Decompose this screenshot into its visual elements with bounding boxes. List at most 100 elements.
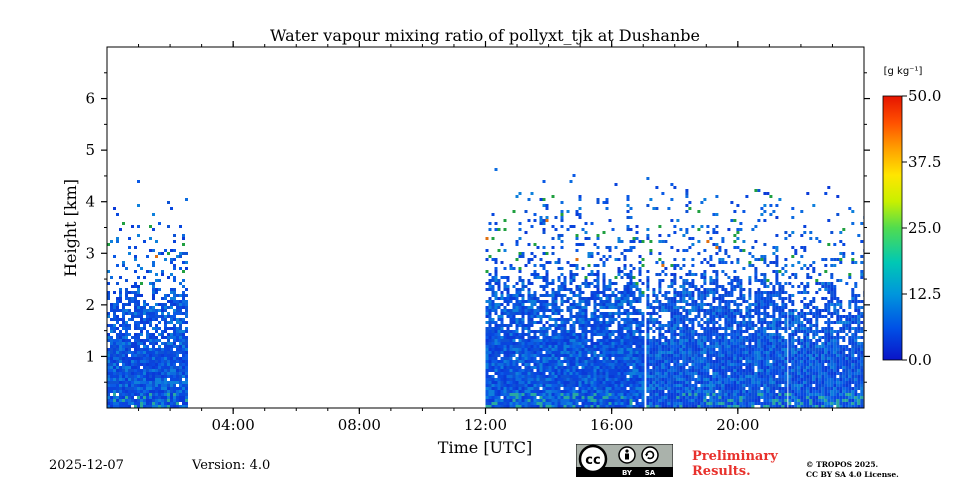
heatmap-cell bbox=[670, 348, 674, 351]
heatmap-cell bbox=[703, 279, 707, 282]
heatmap-cell bbox=[128, 348, 131, 351]
heatmap-cell bbox=[149, 321, 152, 324]
heatmap-cell bbox=[679, 387, 683, 390]
heatmap-cell bbox=[772, 288, 776, 291]
heatmap-cell bbox=[536, 297, 540, 300]
heatmap-cell bbox=[641, 372, 645, 375]
heatmap-cell bbox=[575, 378, 579, 381]
heatmap-cell bbox=[158, 351, 161, 354]
heatmap-cell bbox=[775, 204, 779, 207]
heatmap-cell bbox=[581, 339, 585, 342]
heatmap-cell bbox=[560, 336, 564, 339]
heatmap-cell bbox=[694, 402, 698, 405]
heatmap-cell bbox=[754, 393, 758, 396]
heatmap-cell bbox=[694, 288, 698, 291]
heatmap-cell bbox=[578, 351, 582, 354]
heatmap-cell bbox=[485, 327, 489, 330]
heatmap-cell bbox=[152, 378, 155, 381]
heatmap-cell bbox=[739, 333, 743, 336]
heatmap-cell bbox=[632, 396, 636, 399]
heatmap-cell bbox=[185, 300, 188, 303]
heatmap-cell bbox=[551, 354, 555, 357]
heatmap-cell bbox=[530, 384, 534, 387]
heatmap-cell bbox=[655, 396, 659, 399]
heatmap-cell bbox=[739, 378, 743, 381]
heatmap-cell bbox=[122, 381, 125, 384]
heatmap-cell bbox=[164, 384, 167, 387]
heatmap-cell bbox=[658, 321, 662, 324]
heatmap-cell bbox=[658, 369, 662, 372]
heatmap-cell bbox=[548, 294, 552, 297]
heatmap-cell bbox=[485, 237, 489, 240]
heatmap-cell bbox=[593, 333, 597, 336]
heatmap-cell bbox=[581, 363, 585, 366]
heatmap-cell bbox=[575, 210, 579, 213]
heatmap-cell bbox=[724, 399, 728, 402]
heatmap-cell bbox=[176, 312, 179, 315]
heatmap-cell bbox=[688, 201, 692, 204]
heatmap-cell bbox=[661, 336, 665, 339]
heatmap-cell bbox=[670, 246, 674, 249]
heatmap-cell bbox=[617, 369, 621, 372]
heatmap-cell bbox=[158, 387, 161, 390]
heatmap-cell bbox=[655, 375, 659, 378]
heatmap-cell bbox=[170, 261, 173, 264]
heatmap-cell bbox=[563, 402, 567, 405]
heatmap-cell bbox=[724, 378, 728, 381]
heatmap-cell bbox=[760, 378, 764, 381]
heatmap-cell bbox=[617, 342, 621, 345]
heatmap-cell bbox=[709, 255, 713, 258]
heatmap-cell bbox=[542, 294, 546, 297]
heatmap-cell bbox=[608, 303, 612, 306]
heatmap-cell bbox=[676, 219, 680, 222]
heatmap-cell bbox=[497, 366, 501, 369]
heatmap-cell bbox=[545, 339, 549, 342]
heatmap-cell bbox=[700, 336, 704, 339]
heatmap-cell bbox=[593, 390, 597, 393]
heatmap-cell bbox=[694, 348, 698, 351]
heatmap-cell bbox=[754, 267, 758, 270]
heatmap-cell bbox=[611, 348, 615, 351]
heatmap-cell bbox=[727, 291, 731, 294]
heatmap-cell bbox=[122, 336, 125, 339]
heatmap-cell bbox=[754, 270, 758, 273]
heatmap-cell bbox=[575, 273, 579, 276]
heatmap-cell bbox=[119, 390, 122, 393]
heatmap-cell bbox=[125, 384, 128, 387]
heatmap-cell bbox=[575, 366, 579, 369]
heatmap-cell bbox=[629, 300, 633, 303]
heatmap-cell bbox=[599, 327, 603, 330]
heatmap-cell bbox=[614, 390, 618, 393]
heatmap-cell bbox=[673, 348, 677, 351]
heatmap-cell bbox=[170, 297, 173, 300]
heatmap-cell bbox=[661, 306, 665, 309]
heatmap-cell bbox=[641, 390, 645, 393]
heatmap-cell bbox=[524, 333, 528, 336]
heatmap-cell bbox=[542, 288, 546, 291]
heatmap-cell bbox=[164, 306, 167, 309]
heatmap-cell bbox=[572, 393, 576, 396]
heatmap-cell bbox=[119, 339, 122, 342]
heatmap-cell bbox=[760, 381, 764, 384]
heatmap-cell bbox=[566, 393, 570, 396]
heatmap-cell bbox=[775, 264, 779, 267]
heatmap-cell bbox=[548, 336, 552, 339]
heatmap-cell bbox=[745, 402, 749, 405]
heatmap-cell bbox=[509, 312, 513, 315]
heatmap-cell bbox=[661, 366, 665, 369]
heatmap-cell bbox=[766, 366, 770, 369]
heatmap-cell bbox=[706, 291, 710, 294]
heatmap-cell bbox=[745, 405, 749, 408]
heatmap-cell bbox=[754, 399, 758, 402]
heatmap-cell bbox=[560, 375, 564, 378]
heatmap-cell bbox=[515, 372, 519, 375]
heatmap-cell bbox=[488, 297, 492, 300]
heatmap-cell bbox=[596, 396, 600, 399]
heatmap-cell bbox=[623, 393, 627, 396]
heatmap-cell bbox=[691, 339, 695, 342]
heatmap-cell bbox=[116, 264, 119, 267]
heatmap-cell bbox=[131, 396, 134, 399]
heatmap-cell bbox=[748, 312, 752, 315]
heatmap-cell bbox=[113, 354, 116, 357]
heatmap-cell bbox=[769, 351, 773, 354]
